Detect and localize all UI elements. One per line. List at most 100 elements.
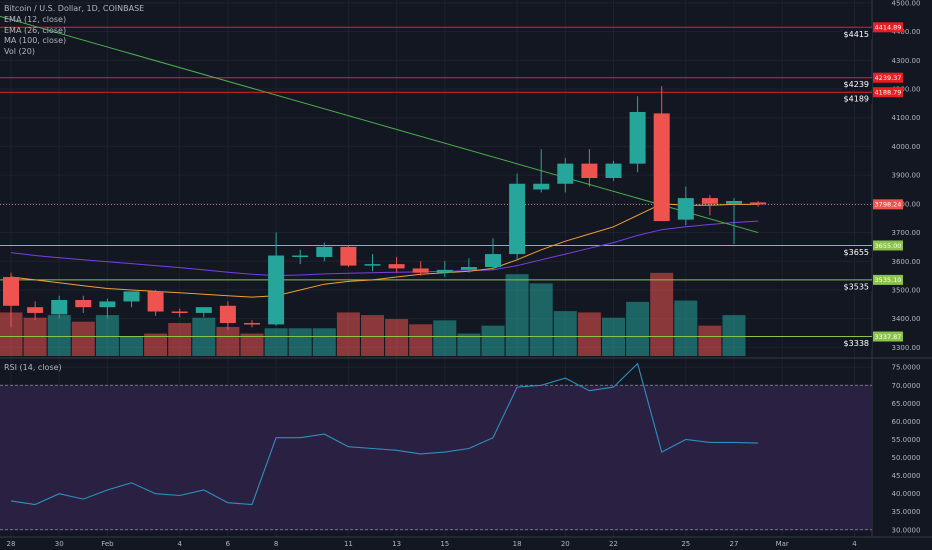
candle-body — [557, 163, 574, 184]
time-axis: 28 30 Feb 4 6 8 11 13 15 18 20 22 25 27 Mar 4 — [7, 540, 858, 548]
volume-bar — [168, 323, 192, 356]
level-price-tag — [873, 87, 903, 98]
rsi-path — [10, 362, 759, 506]
candle-body — [677, 198, 694, 220]
candle-body — [750, 202, 767, 205]
level-price-tag-text: 3535.10 — [875, 276, 902, 284]
candle-body — [701, 198, 718, 204]
time-tick-label: 22 — [609, 540, 618, 548]
level-price-tag-text: 3337.87 — [875, 333, 902, 341]
price-tick-label: 4100.00 — [892, 114, 921, 122]
last-price-tag-text: 3798.24 — [875, 201, 902, 209]
time-tick-label: 8 — [274, 540, 278, 548]
volume-bars — [0, 272, 746, 356]
level-price-tag — [873, 331, 903, 342]
rsi-tick-label: 75.0000 — [892, 364, 921, 372]
level-price-tag — [873, 274, 903, 285]
candles — [3, 86, 767, 331]
candle-body — [292, 255, 309, 258]
volume-bar — [288, 328, 312, 356]
volume-bar — [698, 325, 722, 356]
candle-body — [388, 264, 405, 269]
candle-body — [533, 183, 550, 190]
candle-body — [629, 111, 646, 164]
candle-body — [268, 255, 285, 325]
level-label: $3338 — [844, 339, 869, 348]
level-price-tag-text: 4188.79 — [875, 89, 902, 97]
price-tick-label: 3600.00 — [892, 258, 921, 266]
candle-body — [726, 200, 742, 204]
level-label-bg — [842, 93, 872, 105]
candle-body — [412, 268, 429, 273]
rsi-line — [10, 362, 759, 506]
level-price-tag — [873, 72, 903, 83]
last-price-tag — [873, 199, 903, 210]
volume-bar — [674, 300, 698, 356]
price-tags: 4414.89 4239.37 4188.79 3655.00 3535.10 3337.… — [873, 22, 903, 342]
level-price-tag-text: 3655.00 — [875, 242, 902, 250]
price-axis: 3300.00 3400.00 3500.00 3600.00 3700.00 3800.… — [892, 0, 921, 352]
level-label: $3655 — [844, 248, 869, 257]
volume-bar — [457, 333, 481, 356]
volume-bar — [95, 315, 119, 356]
ma100-line — [0, 15, 759, 234]
candle-body — [99, 301, 116, 308]
volume-bar — [626, 301, 650, 356]
volume-bar — [312, 328, 336, 356]
price-tick-label: 4000.00 — [892, 143, 921, 151]
price-tick-label: 4400.00 — [892, 28, 921, 36]
volume-bar — [361, 315, 384, 356]
price-tick-label: 3700.00 — [892, 229, 921, 237]
volume-bar — [553, 311, 577, 356]
rsi-tick-label: 55.0000 — [892, 436, 921, 444]
time-tick-label: 4 — [852, 540, 857, 548]
time-tick-label: 18 — [513, 540, 522, 548]
volume-bar — [722, 315, 746, 356]
candle-body — [364, 264, 381, 266]
volume-bar — [529, 283, 553, 356]
level-label-bg — [842, 78, 872, 90]
price-tick-label: 3800.00 — [892, 200, 921, 208]
price-tick-label: 3900.00 — [892, 172, 921, 180]
rsi-tick-label: 65.0000 — [892, 400, 921, 408]
candle-body — [436, 269, 453, 273]
moving-averages — [0, 15, 759, 298]
volume-bar — [505, 274, 529, 356]
candle-body — [51, 300, 68, 315]
time-tick-label: Feb — [101, 540, 114, 548]
volume-bar — [385, 319, 409, 356]
price-tick-label: 3400.00 — [892, 315, 921, 323]
time-tick-label: 30 — [55, 540, 64, 548]
level-price-tag-text: 4414.89 — [875, 24, 902, 32]
candle-body — [3, 277, 19, 306]
price-tick-label: 3500.00 — [892, 286, 921, 294]
rsi-tick-label: 50.0000 — [892, 454, 921, 462]
price-tick-label: 4300.00 — [892, 57, 921, 65]
time-tick-label: 25 — [681, 540, 690, 548]
candle-body — [147, 291, 164, 312]
level-label: $4189 — [844, 95, 869, 104]
legend-vol: Vol (20) — [4, 47, 35, 57]
level-label-bg — [842, 280, 872, 292]
rsi-band-bounds — [0, 384, 872, 531]
candle-body — [460, 267, 477, 270]
time-tick-label: 13 — [392, 540, 401, 548]
main-legend: Bitcoin / U.S. Dollar, 1D, COINBASE EMA … — [4, 4, 144, 58]
candle-body — [340, 246, 357, 266]
time-tick-label: 6 — [226, 540, 231, 548]
time-tick-label: 15 — [440, 540, 449, 548]
candle-body — [316, 246, 333, 257]
legend-title: Bitcoin / U.S. Dollar, 1D, COINBASE — [4, 4, 145, 13]
volume-bar — [47, 315, 71, 356]
horizontal-levels: $4415 $4239 $4189 $3655 $3535 $3338 — [0, 26, 872, 349]
time-tick-label: 11 — [344, 540, 353, 548]
candle-body — [171, 311, 188, 313]
level-label-bg — [842, 337, 872, 349]
volume-bar — [409, 324, 433, 356]
volume-bar — [481, 325, 505, 356]
legend-ema12: EMA (12, close) — [4, 14, 67, 24]
volume-bar — [264, 328, 288, 356]
rsi-legend: RSI (14, close) — [4, 363, 62, 372]
candle-body — [219, 305, 236, 323]
price-tick-label: 4200.00 — [892, 86, 921, 94]
